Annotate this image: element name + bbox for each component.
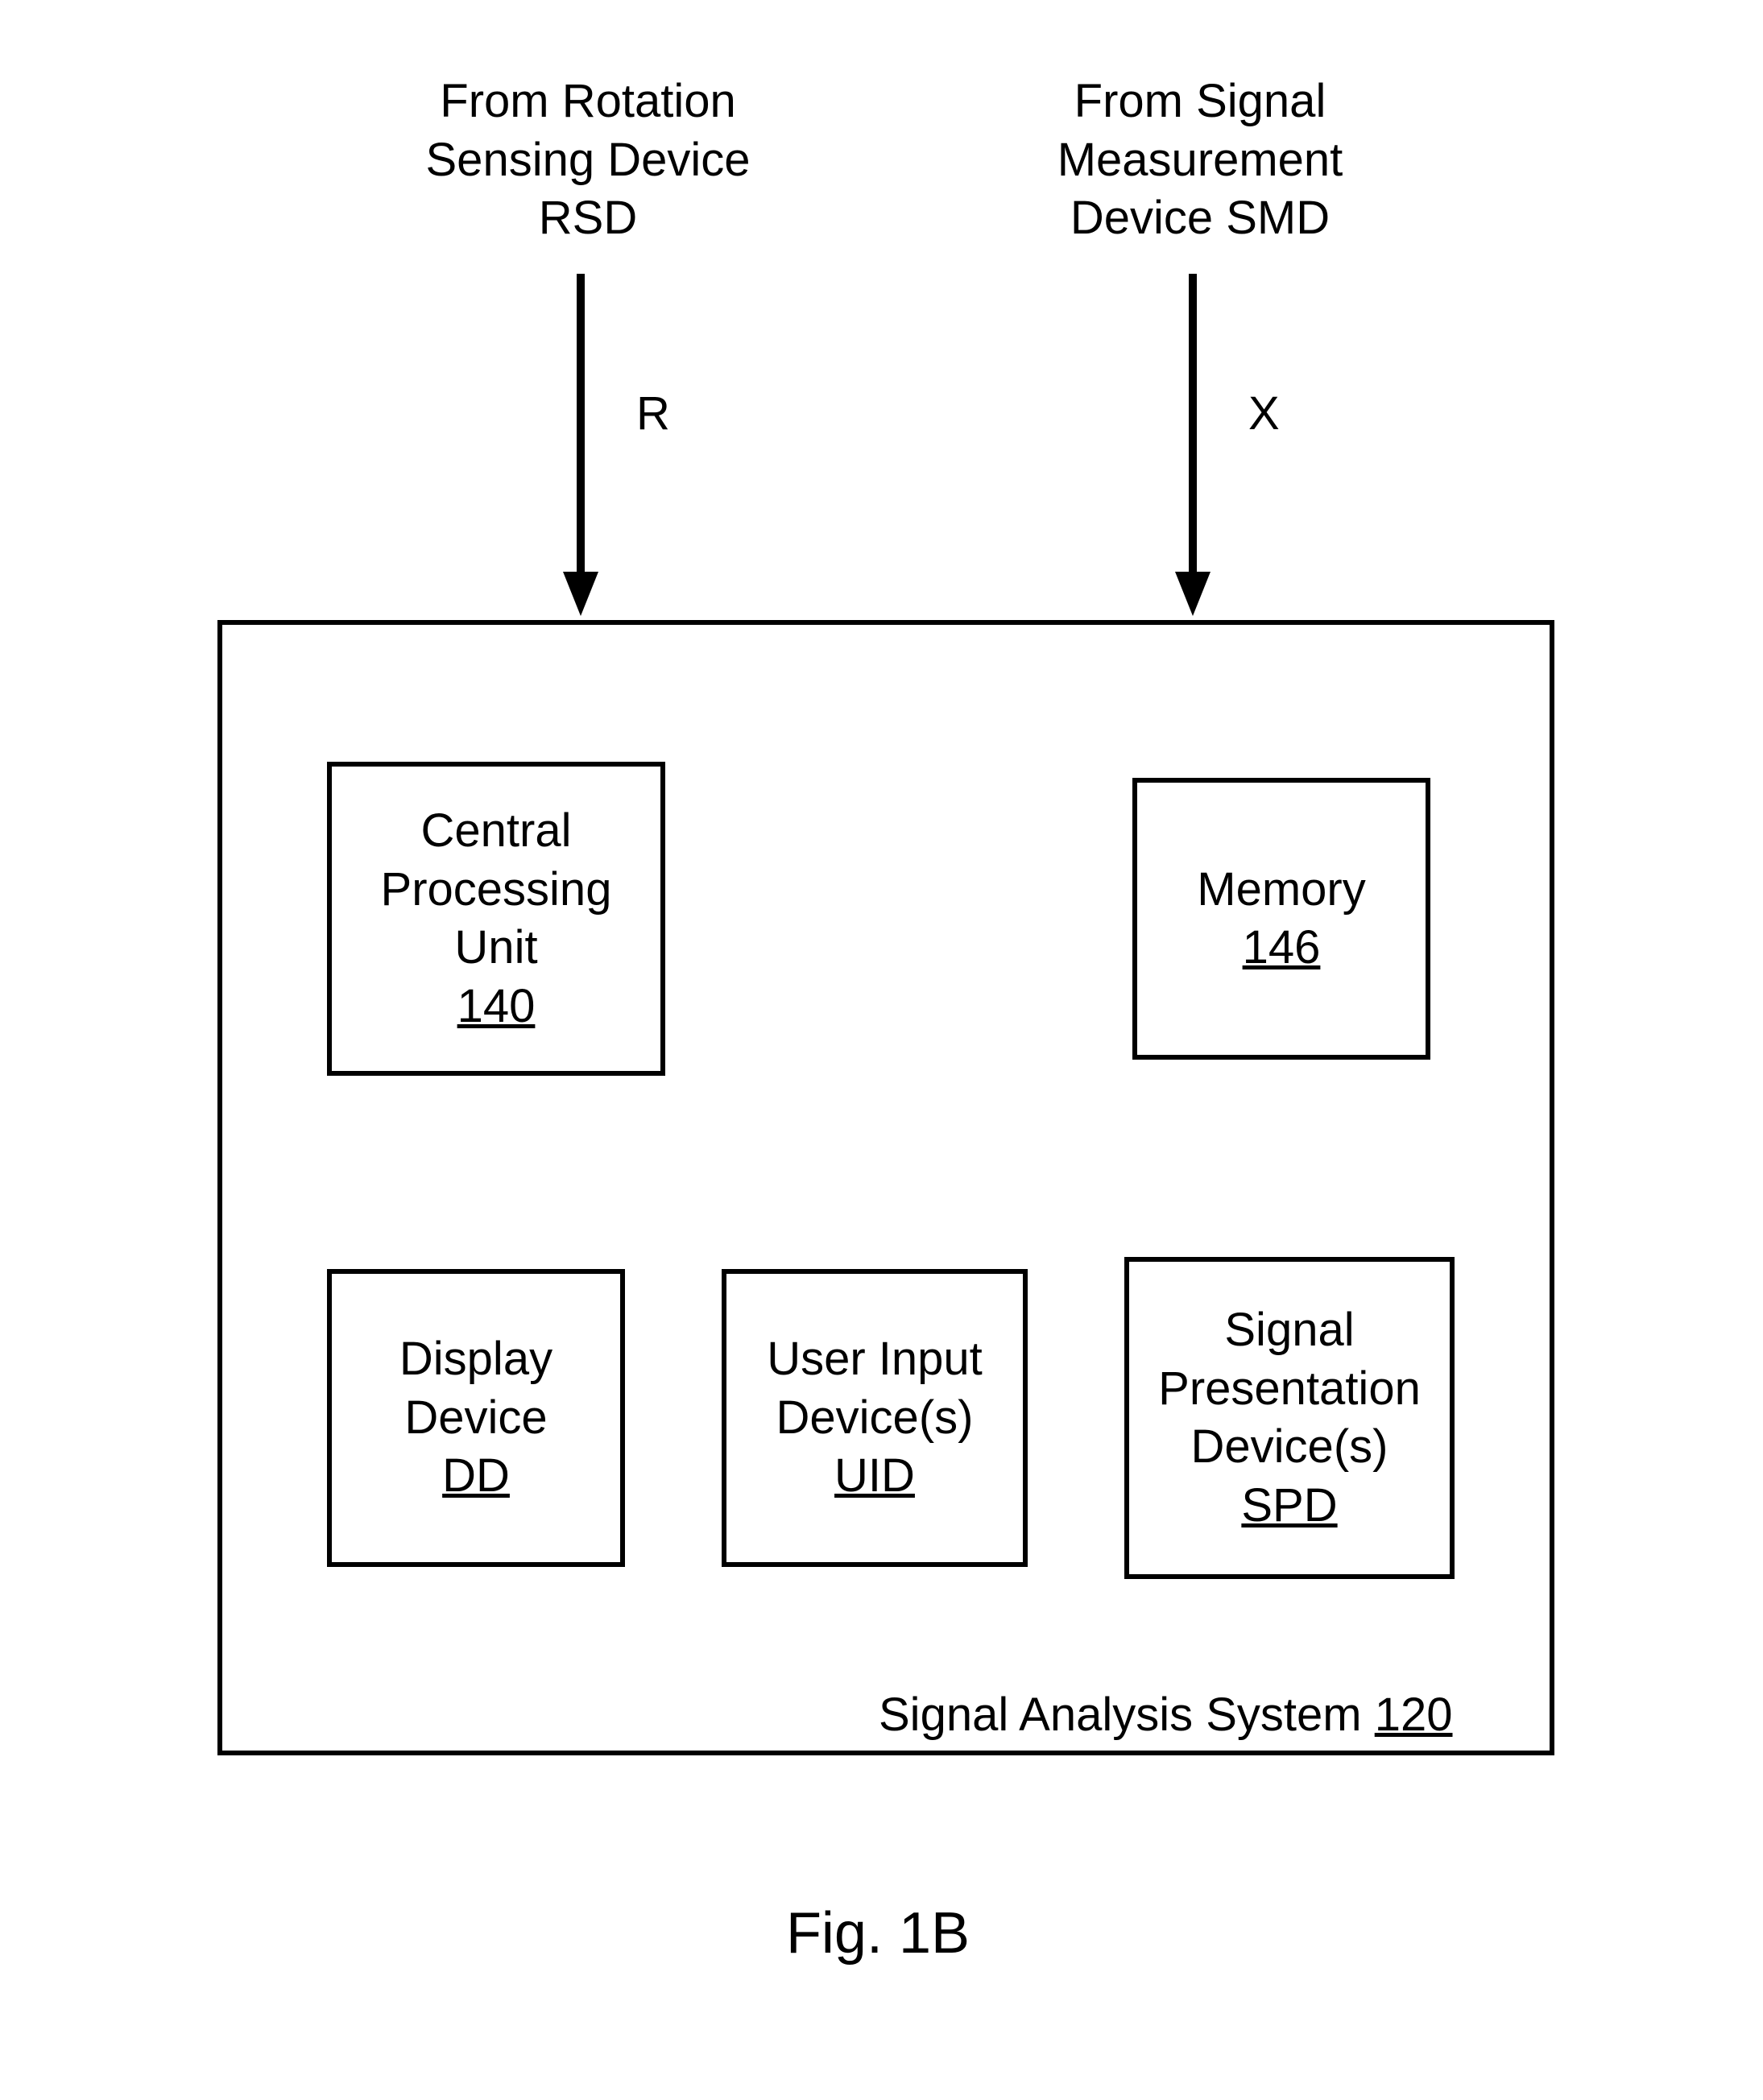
- display-line1: Display: [399, 1330, 552, 1389]
- uid-line2: Device(s): [776, 1389, 974, 1448]
- input-label-rsd: From Rotation Sensing Device RSD: [379, 72, 797, 248]
- cpu-line1: Central: [421, 802, 572, 861]
- cpu-line3: Unit: [454, 919, 537, 978]
- uid-line1: User Input: [767, 1330, 983, 1389]
- input-label-smd-line3: Device SMD: [1070, 192, 1330, 244]
- signal-presentation-device-box: Signal Presentation Device(s) SPD: [1124, 1257, 1455, 1579]
- arrow-x-line: [1189, 274, 1197, 572]
- arrow-r-head: [563, 572, 598, 616]
- cpu-box: Central Processing Unit 140: [327, 762, 665, 1076]
- spd-ref: SPD: [1241, 1477, 1337, 1536]
- input-label-smd-line1: From Signal: [1074, 75, 1326, 127]
- uid-ref: UID: [834, 1447, 915, 1506]
- memory-line1: Memory: [1197, 861, 1365, 920]
- input-label-rsd-line1: From Rotation: [440, 75, 735, 127]
- input-label-rsd-line3: RSD: [539, 192, 637, 244]
- display-ref: DD: [442, 1447, 510, 1506]
- cpu-line2: Processing: [381, 861, 612, 920]
- arrow-r-label: R: [636, 387, 670, 440]
- display-line2: Device: [404, 1389, 547, 1448]
- spd-line3: Device(s): [1191, 1418, 1388, 1477]
- arrow-r-line: [577, 274, 585, 572]
- figure-caption: Fig. 1B: [709, 1900, 1047, 1966]
- user-input-device-box: User Input Device(s) UID: [722, 1269, 1028, 1567]
- arrow-x-label: X: [1248, 387, 1280, 440]
- system-caption-text: Signal Analysis System: [879, 1689, 1375, 1741]
- memory-ref: 146: [1243, 919, 1321, 978]
- input-label-smd: From Signal Measurement Device SMD: [991, 72, 1409, 248]
- system-caption: Signal Analysis System 120: [879, 1688, 1453, 1742]
- memory-box: Memory 146: [1132, 778, 1430, 1060]
- system-caption-ref: 120: [1375, 1689, 1453, 1741]
- cpu-ref: 140: [457, 978, 536, 1036]
- spd-line1: Signal: [1224, 1301, 1354, 1360]
- system-box: Central Processing Unit 140 Memory 146 D…: [217, 620, 1554, 1755]
- arrow-x-head: [1175, 572, 1211, 616]
- spd-line2: Presentation: [1158, 1360, 1421, 1419]
- input-label-rsd-line2: Sensing Device: [426, 134, 751, 186]
- display-device-box: Display Device DD: [327, 1269, 625, 1567]
- input-label-smd-line2: Measurement: [1057, 134, 1343, 186]
